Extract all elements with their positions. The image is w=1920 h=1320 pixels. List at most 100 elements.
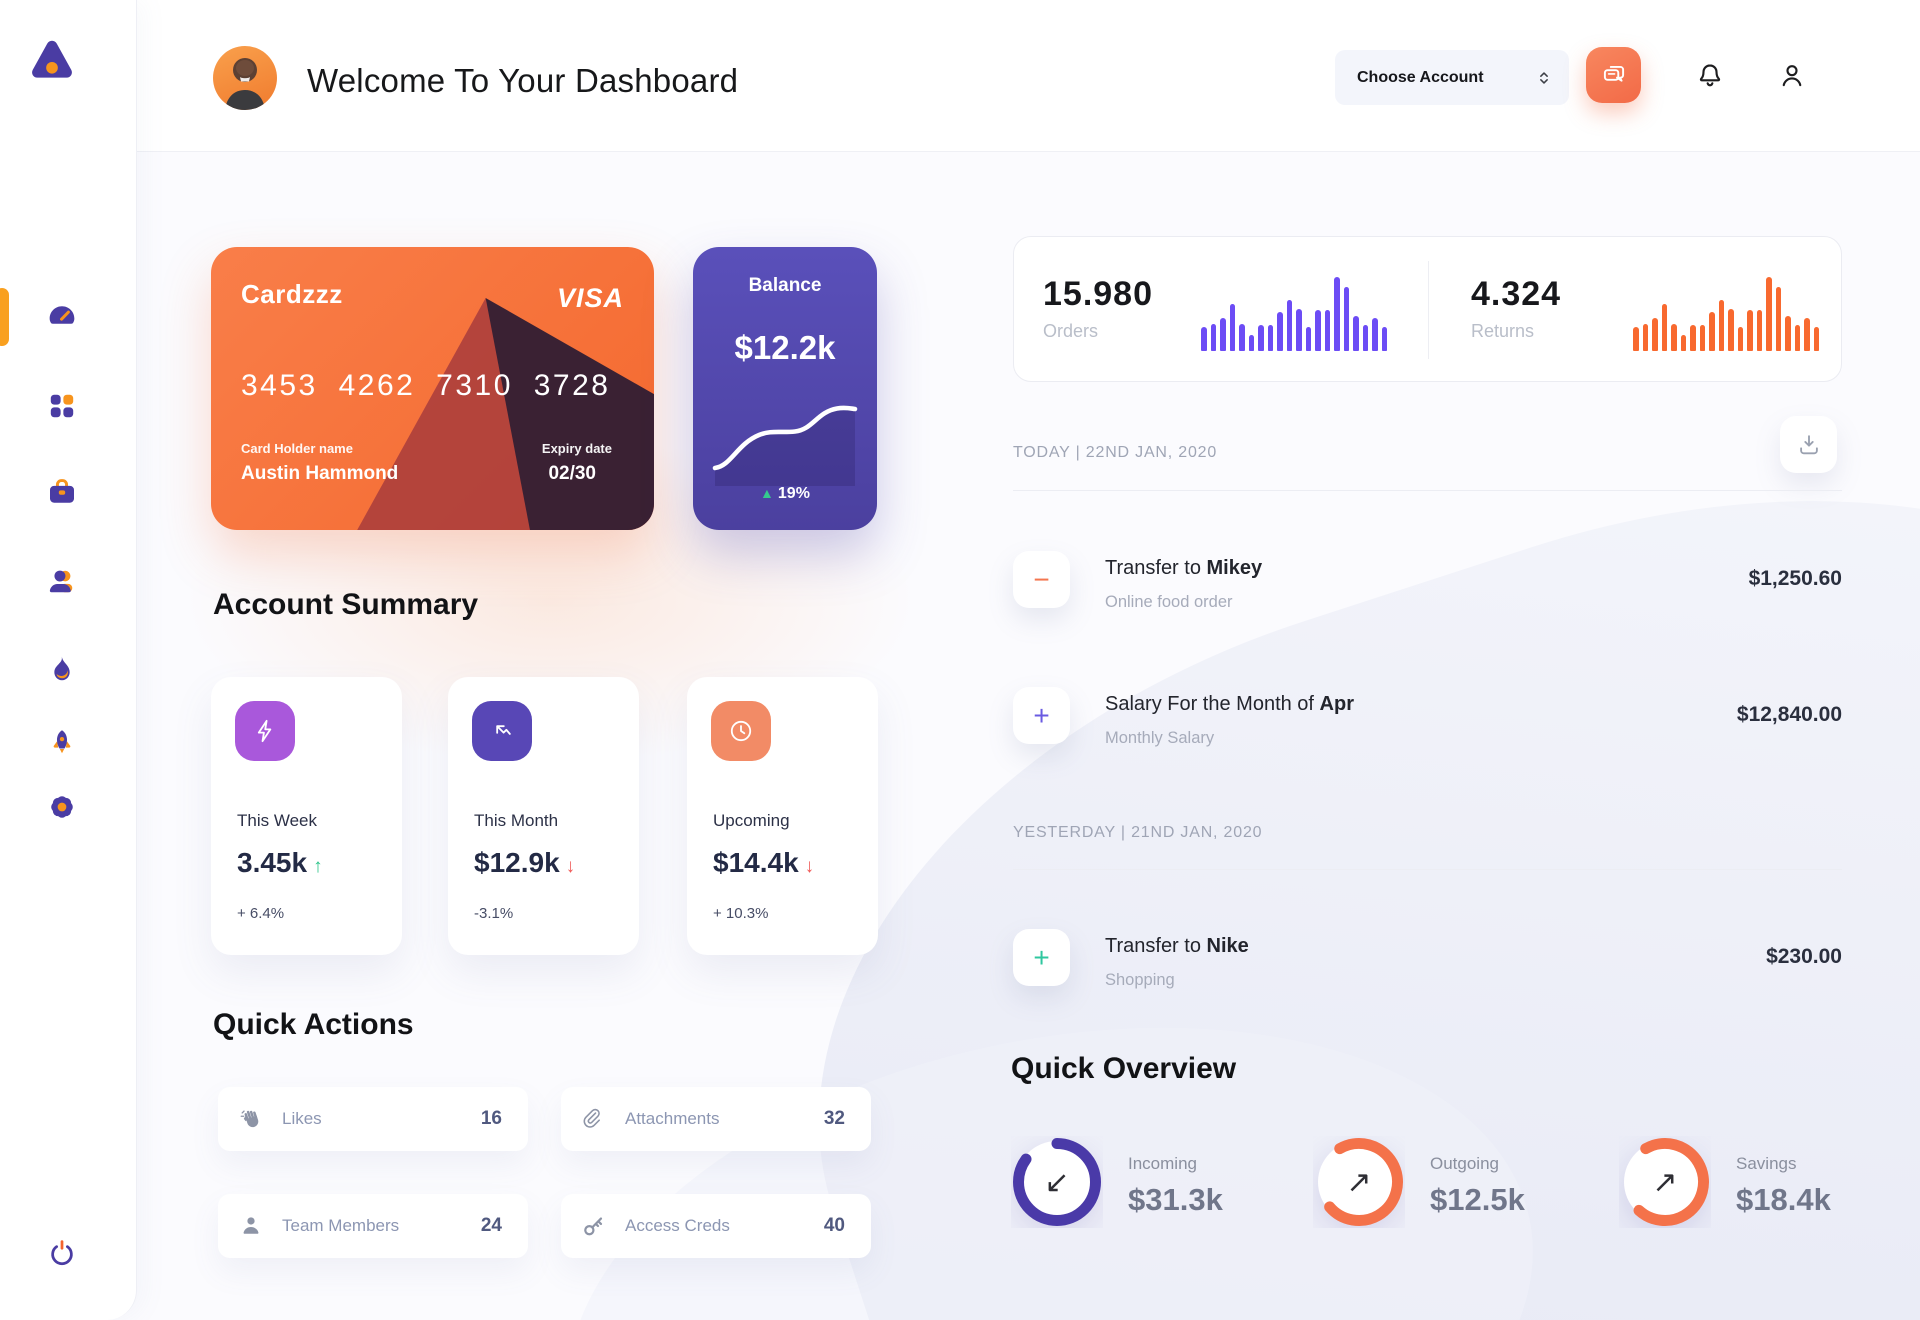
unfold-chevrons-icon [1540, 71, 1548, 84]
lightning-icon [235, 701, 295, 761]
sidebar-item-settings[interactable] [46, 791, 78, 823]
sidebar-item-work[interactable] [46, 476, 78, 508]
quick-action-value: 32 [823, 1108, 845, 1129]
power-icon [51, 1240, 73, 1266]
quick-action-access-creds[interactable]: Access Creds 40 [561, 1194, 871, 1258]
orders-value: 15.980 [1043, 275, 1153, 313]
app-logo[interactable] [27, 36, 77, 86]
balance-card[interactable]: Balance $12.2k ▲ 19% [693, 247, 877, 530]
plus-icon[interactable]: + [1013, 687, 1070, 744]
sidebar-item-apps[interactable] [46, 390, 78, 422]
trend-arrow-icon: ↑ [313, 856, 323, 877]
arrow-down-left-icon: ↙ [1044, 1165, 1070, 1199]
sidebar-item-launch[interactable] [46, 727, 78, 759]
summary-change: + 10.3% [713, 905, 769, 922]
quick-action-team-members[interactable]: Team Members 24 [218, 1194, 528, 1258]
avatar[interactable] [213, 46, 277, 110]
overview-incoming: ↙ Incoming $31.3k [1011, 1136, 1311, 1256]
divider [1013, 490, 1842, 491]
quick-action-likes[interactable]: Likes 16 [218, 1087, 528, 1151]
summary-card-this-week[interactable]: This Week 3.45k ↑ + 6.4% [211, 677, 402, 955]
summary-value: $12.9k ↓ [474, 847, 576, 878]
yesterday-header: YESTERDAY | 21ND JAN, 2020 [1013, 824, 1263, 841]
transaction-title: Transfer to Mikey [1105, 557, 1263, 579]
summary-value: 3.45k ↑ [237, 847, 323, 878]
card-number: 3453 4262 7310 3728 [241, 369, 611, 402]
card-name: Cardzzz [241, 279, 343, 309]
returns-value: 4.324 [1471, 275, 1562, 313]
today-header: TODAY | 22ND JAN, 2020 [1013, 444, 1218, 461]
profile-button[interactable] [1777, 60, 1807, 92]
overview-outgoing: ↗ Outgoing $12.5k [1313, 1136, 1613, 1256]
download-icon [1799, 434, 1818, 454]
person-icon [1782, 65, 1802, 87]
balance-title: Balance [748, 275, 822, 296]
choose-account-dropdown[interactable]: Choose Account [1335, 50, 1569, 105]
balance-amount: $12.2k [734, 329, 836, 366]
top-header: Welcome To Your Dashboard Choose Account [137, 0, 1920, 152]
speedometer-icon [49, 306, 75, 324]
sidebar-item-dashboard[interactable] [46, 300, 78, 332]
arrow-up-right-icon: ↗ [1346, 1165, 1372, 1199]
overview-value: $18.4k [1736, 1182, 1831, 1217]
overview-label: Outgoing [1430, 1154, 1499, 1173]
overview-value: $12.5k [1430, 1182, 1525, 1217]
summary-value: $14.4k ↓ [713, 847, 815, 878]
key-icon [584, 1217, 603, 1236]
clock-icon [711, 701, 771, 761]
summary-label: This Week [237, 811, 317, 830]
sidebar [0, 0, 137, 1320]
summary-card-upcoming[interactable]: Upcoming $14.4k ↓ + 10.3% [687, 677, 878, 955]
sidebar-item-team[interactable] [46, 566, 78, 598]
chat-icon [1603, 66, 1624, 82]
divider [1013, 869, 1842, 870]
choose-account-label: Choose Account [1357, 68, 1484, 86]
logout-button[interactable] [46, 1238, 78, 1270]
plus-icon[interactable]: + [1013, 929, 1070, 986]
quick-action-value: 40 [823, 1215, 845, 1236]
user-icon [49, 570, 73, 593]
quick-actions-title: Quick Actions [213, 1008, 414, 1041]
sidebar-item-trending[interactable] [46, 653, 78, 685]
summary-change: -3.1% [474, 905, 514, 922]
grid-icon [50, 394, 74, 418]
bell-icon [1699, 64, 1721, 87]
transaction-subtitle: Online food order [1105, 593, 1233, 611]
messages-button[interactable] [1586, 47, 1641, 103]
triangle-logo-icon [32, 40, 72, 78]
transaction-amount: $12,840.00 [1736, 703, 1842, 726]
active-nav-indicator [0, 288, 9, 346]
transaction-amount: $230.00 [1766, 945, 1842, 968]
quick-action-label: Attachments [625, 1109, 720, 1128]
summary-label: This Month [474, 811, 559, 830]
summary-label: Upcoming [713, 811, 790, 830]
transaction-row-nike[interactable]: + Transfer to Nike Shopping $230.00 [1013, 929, 1842, 989]
transaction-subtitle: Shopping [1105, 971, 1175, 989]
summary-card-this-month[interactable]: This Month $12.9k ↓ -3.1% [448, 677, 639, 955]
quick-action-label: Likes [282, 1109, 322, 1128]
quick-action-attachments[interactable]: Attachments 32 [561, 1087, 871, 1151]
quick-action-label: Access Creds [625, 1216, 730, 1235]
rocket-icon [53, 730, 71, 754]
credit-card[interactable]: Cardzzz VISA 3453 4262 7310 3728 Card Ho… [211, 247, 654, 530]
divider [1428, 261, 1429, 359]
returns-bar-chart [1633, 275, 1819, 351]
quick-action-value: 24 [480, 1215, 502, 1236]
paperclip-icon [583, 1108, 600, 1128]
card-holder-name: Austin Hammond [241, 463, 399, 484]
overview-savings: ↗ Savings $18.4k [1619, 1136, 1919, 1256]
quick-action-label: Team Members [282, 1216, 400, 1235]
transaction-row-mikey[interactable]: − Transfer to Mikey Online food order $1… [1013, 551, 1842, 611]
trend-arrow-icon: ↓ [565, 856, 576, 877]
quick-overview-title: Quick Overview [1011, 1052, 1237, 1085]
incoming-ring-chart [1013, 1138, 1101, 1226]
card-expiry-label: Expiry date [541, 441, 612, 456]
minus-icon[interactable]: − [1013, 551, 1070, 608]
download-button[interactable] [1780, 416, 1837, 473]
account-summary-title: Account Summary [213, 588, 479, 621]
hand-icon [240, 1110, 259, 1128]
transaction-row-salary[interactable]: + Salary For the Month of Apr Monthly Sa… [1013, 687, 1842, 747]
orders-label: Orders [1043, 321, 1099, 341]
visa-logo: VISA [556, 283, 624, 313]
notifications-button[interactable] [1695, 60, 1725, 92]
